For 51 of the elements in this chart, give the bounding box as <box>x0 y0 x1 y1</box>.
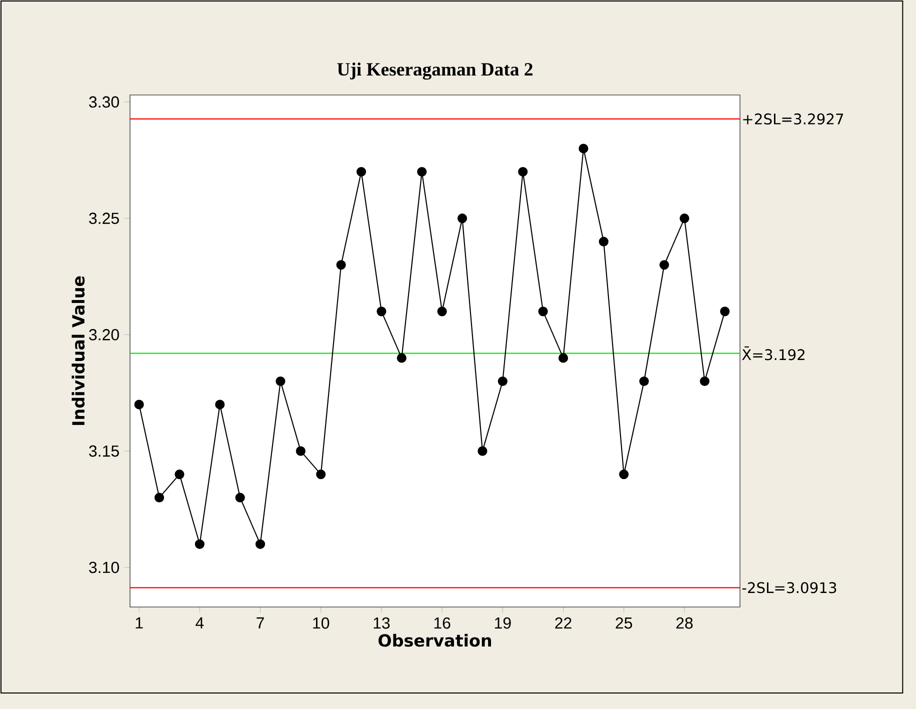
point <box>498 376 508 386</box>
x-tick-label: 10 <box>313 617 330 629</box>
chart-title: Uji Keseragaman Data 2 <box>337 62 532 80</box>
x-tick-label: 19 <box>494 617 511 629</box>
point <box>336 260 346 270</box>
point <box>276 376 286 386</box>
point <box>296 446 306 456</box>
point <box>639 376 649 386</box>
point <box>558 353 568 363</box>
point <box>437 306 447 316</box>
point <box>518 166 528 177</box>
point <box>134 400 144 410</box>
ref-line-label: X̄=3.192 <box>742 346 804 360</box>
x-tick-label: 16 <box>434 617 450 629</box>
x-tick-label: 25 <box>616 617 632 629</box>
ref-line-label: -2SL=3.0913 <box>742 582 836 594</box>
point <box>215 400 225 410</box>
point <box>578 144 588 154</box>
point <box>376 306 386 316</box>
x-tick-label: 28 <box>676 617 693 629</box>
point <box>316 470 326 480</box>
y-tick-label: 3.15 <box>89 445 119 457</box>
y-tick-label: 3.25 <box>89 212 119 224</box>
point <box>478 446 488 456</box>
point <box>700 376 710 386</box>
point <box>235 492 245 502</box>
y-axis-title: Individual Value <box>72 276 85 425</box>
x-axis-title: Observation <box>378 634 492 647</box>
point <box>255 539 266 549</box>
point <box>659 260 670 270</box>
point <box>680 214 690 224</box>
point <box>154 492 164 502</box>
x-tick-label: 4 <box>196 617 204 628</box>
point <box>356 166 366 177</box>
y-tick-label: 3.30 <box>89 96 119 108</box>
point <box>598 236 608 246</box>
point <box>619 470 629 480</box>
x-tick-label: 22 <box>555 617 572 629</box>
ref-line-label: +2SL=3.2927 <box>743 113 844 125</box>
point <box>720 306 730 316</box>
x-tick-label: 1 <box>136 617 143 628</box>
point <box>538 306 548 316</box>
point <box>174 470 184 480</box>
y-tick-label: 3.20 <box>89 329 119 340</box>
point <box>194 539 204 549</box>
point <box>417 166 427 177</box>
point <box>457 214 468 224</box>
y-tick-label: 3.10 <box>89 562 119 574</box>
x-tick-label: 7 <box>256 617 264 628</box>
x-tick-label: 13 <box>374 617 390 629</box>
point <box>396 353 406 363</box>
